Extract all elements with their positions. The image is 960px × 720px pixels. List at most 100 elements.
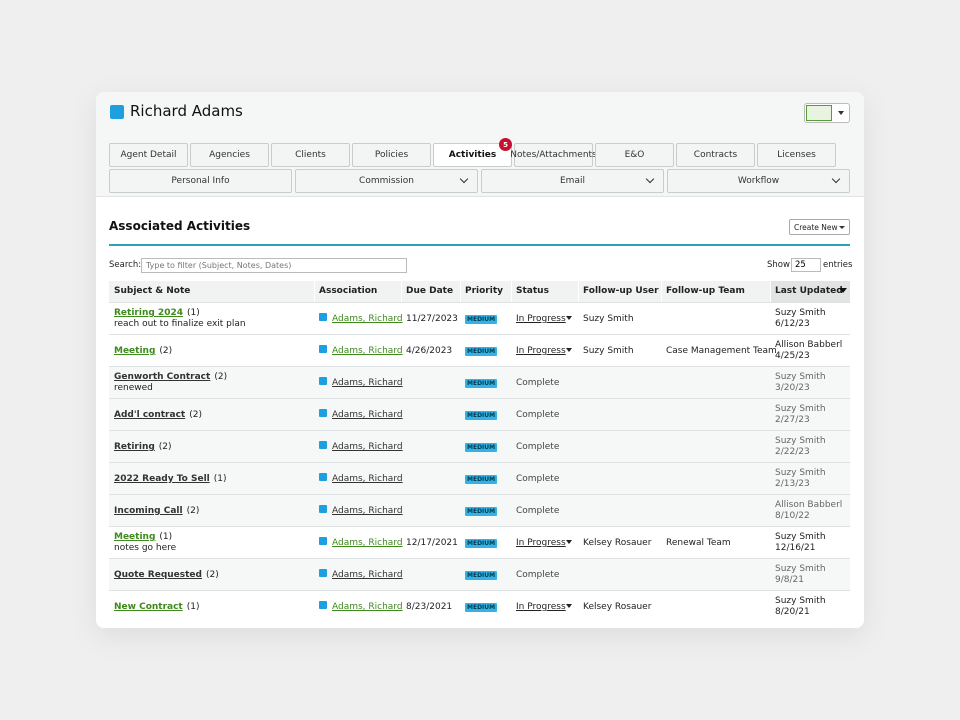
subject-link[interactable]: Incoming Call (114, 506, 183, 516)
length-select[interactable]: 25 (791, 258, 821, 272)
column-header[interactable]: Association (319, 286, 378, 296)
col-sep (770, 281, 771, 302)
priority-badge: MEDIUM (465, 347, 498, 356)
show-label: Show (767, 260, 790, 270)
tab[interactable]: Clients (271, 143, 350, 167)
tab[interactable]: E&O (595, 143, 674, 167)
menu[interactable]: Workflow (667, 169, 850, 193)
status[interactable]: In Progress (516, 346, 566, 356)
updated-date: 2/22/23 (775, 447, 810, 457)
association-icon (319, 441, 327, 449)
create-new-label: Create New (794, 223, 838, 232)
association-link[interactable]: Adams, Richard (332, 378, 403, 388)
subject-link[interactable]: Meeting (114, 346, 156, 356)
association-link[interactable]: Adams, Richard (332, 506, 403, 516)
column-header[interactable]: Last Updated (775, 286, 843, 296)
menu[interactable]: Personal Info (109, 169, 292, 193)
association-link[interactable]: Adams, Richard (332, 570, 403, 580)
table-row: 2022 Ready To Sell (1) Adams, Richard MEDIU… (109, 462, 850, 494)
subject-link[interactable]: Meeting (114, 532, 156, 542)
col-sep (511, 281, 512, 302)
updated-date: 4/25/23 (775, 351, 810, 361)
section-title: Associated Activities (109, 219, 251, 233)
tab[interactable]: Policies (352, 143, 431, 167)
col-sep (578, 281, 579, 302)
subject-count: (2) (186, 506, 200, 516)
association-icon (319, 569, 327, 577)
subject-link[interactable]: Quote Requested (114, 570, 202, 580)
subject-link[interactable]: Genworth Contract (114, 372, 211, 382)
view-toggle[interactable] (804, 103, 850, 123)
updated-date: 8/10/22 (775, 511, 810, 521)
association-link[interactable]: Adams, Richard (332, 314, 403, 324)
updated-date: 6/12/23 (775, 319, 810, 329)
subject-link[interactable]: Add'l contract (114, 410, 186, 420)
tab[interactable]: Agent Detail (109, 143, 188, 167)
tab[interactable]: Contracts (676, 143, 755, 167)
status: Complete (516, 442, 560, 452)
subject-count: (2) (214, 372, 228, 382)
status[interactable]: In Progress (516, 538, 566, 548)
list-view[interactable] (806, 105, 832, 121)
updated-by: Allison Babberl (775, 340, 843, 350)
create-new[interactable]: Create New (789, 219, 850, 235)
col-sep (661, 281, 662, 302)
association-icon (319, 473, 327, 481)
menu[interactable]: Email (481, 169, 664, 193)
tab[interactable]: Agencies (190, 143, 269, 167)
subject-link[interactable]: Retiring (114, 442, 155, 452)
association-link[interactable]: Adams, Richard (332, 602, 403, 612)
association-link[interactable]: Adams, Richard (332, 538, 403, 548)
updated-by: Suzy Smith (775, 404, 826, 414)
association-link[interactable]: Adams, Richard (332, 410, 403, 420)
due-date: 4/26/2023 (406, 346, 453, 356)
association-link[interactable]: Adams, Richard (332, 442, 403, 452)
entries-label: entries (823, 260, 853, 270)
subject-link[interactable]: 2022 Ready To Sell (114, 474, 210, 484)
subject-note: reach out to finalize exit plan (114, 319, 246, 329)
follow-up-user: Suzy Smith (583, 346, 634, 356)
column-header[interactable]: Due Date (406, 286, 454, 296)
menu[interactable]: Commission (295, 169, 478, 193)
association-link[interactable]: Adams, Richard (332, 474, 403, 484)
column-header[interactable]: Status (516, 286, 549, 296)
follow-up-user: Kelsey Rosauer (583, 538, 652, 548)
column-header[interactable]: Subject & Note (114, 286, 191, 296)
subject-link[interactable]: New Contract (114, 602, 183, 612)
column-header[interactable]: Priority (465, 286, 503, 296)
tab[interactable]: Notes/Attachments (510, 143, 597, 167)
priority-badge: MEDIUM (465, 475, 498, 484)
status[interactable]: In Progress (516, 314, 566, 324)
search-input[interactable]: Type to filter (Subject, Notes, Dates) (141, 258, 407, 273)
updated-by: Suzy Smith (775, 564, 826, 574)
status[interactable]: In Progress (516, 602, 566, 612)
association-icon (319, 345, 327, 353)
column-header[interactable]: Follow-up Team (666, 286, 745, 296)
caret (839, 226, 845, 232)
association-icon (319, 377, 327, 385)
table-header: Subject & Note Association Due Date Priorit… (109, 281, 850, 302)
tab[interactable]: Activities 5 (433, 138, 512, 167)
updated-by: Suzy Smith (775, 372, 826, 382)
status: Complete (516, 570, 560, 580)
table-row: Genworth Contract (2) renewed Adams, Richar… (109, 366, 850, 398)
due-date: 8/23/2021 (406, 602, 453, 612)
card: Richard Adams Agent Detail Agencies Client… (96, 92, 864, 628)
column-header[interactable]: Follow-up User (583, 286, 659, 296)
subject-count: (2) (189, 410, 202, 420)
divider (109, 244, 850, 246)
status-caret (566, 348, 572, 355)
follow-up-user: Suzy Smith (583, 314, 634, 324)
priority-badge: MEDIUM (465, 539, 498, 548)
priority-badge: MEDIUM (465, 571, 498, 580)
subject-note: notes go here (114, 543, 177, 553)
status-caret (566, 316, 572, 323)
updated-date: 2/13/23 (775, 479, 810, 489)
association-icon (319, 313, 327, 321)
subject-link[interactable]: Retiring 2024 (114, 308, 183, 318)
tab[interactable]: Licenses (757, 143, 836, 167)
status: Complete (516, 378, 560, 388)
association-link[interactable]: Adams, Richard (332, 346, 403, 356)
agent-icon (110, 105, 124, 119)
